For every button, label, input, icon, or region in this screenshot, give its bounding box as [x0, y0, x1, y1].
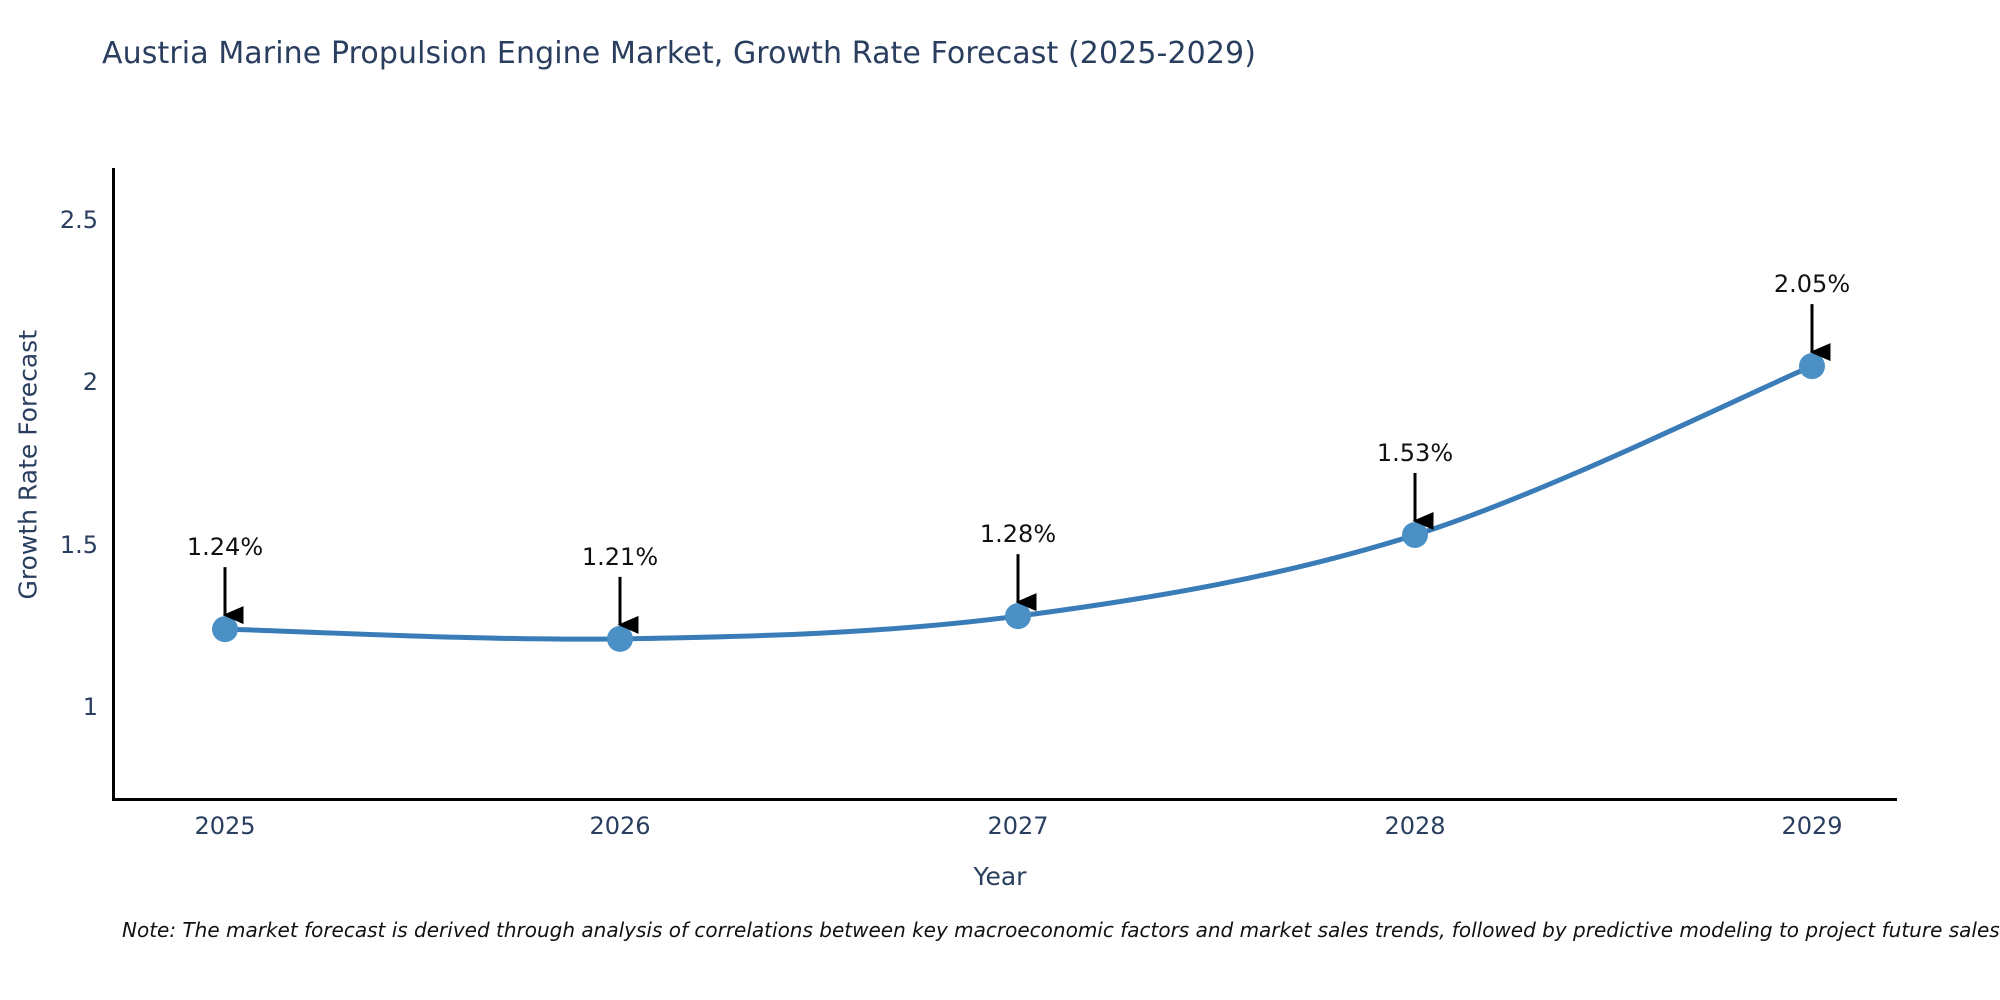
- data-point-marker[interactable]: [212, 616, 238, 643]
- x-tick-label: 2025: [194, 812, 256, 840]
- data-point-label: 1.21%: [581, 542, 659, 571]
- x-axis-line: [112, 798, 1897, 801]
- x-axis-title: Year: [973, 862, 1027, 891]
- chart-title: Austria Marine Propulsion Engine Market,…: [102, 36, 1257, 71]
- data-point-markers: [212, 353, 1825, 652]
- y-tick-label: 1.5: [59, 530, 98, 559]
- annotation-arrows: [222, 304, 1831, 634]
- x-tick-label: 2026: [589, 812, 651, 840]
- series-line: [222, 363, 1815, 642]
- data-point-label: 1.24%: [186, 533, 264, 562]
- footnote: Note: The market forecast is derived thr…: [122, 918, 2000, 942]
- y-tick-label: 1: [82, 693, 98, 722]
- data-point-marker[interactable]: [607, 625, 633, 652]
- data-point-label: 1.53%: [1376, 438, 1454, 467]
- data-point-marker[interactable]: [1402, 521, 1428, 548]
- y-tick-label: 2.5: [59, 205, 98, 234]
- x-tick-label: 2029: [1781, 812, 1843, 840]
- data-point-marker[interactable]: [1799, 353, 1825, 380]
- x-tick-label: 2028: [1384, 812, 1446, 840]
- x-tick-label: 2027: [987, 812, 1049, 840]
- data-point-label: 2.05%: [1773, 270, 1851, 299]
- y-tick-label: 2: [82, 368, 98, 397]
- data-point-marker[interactable]: [1005, 603, 1031, 630]
- data-point-label: 1.28%: [979, 520, 1057, 549]
- y-axis-line: [112, 168, 115, 800]
